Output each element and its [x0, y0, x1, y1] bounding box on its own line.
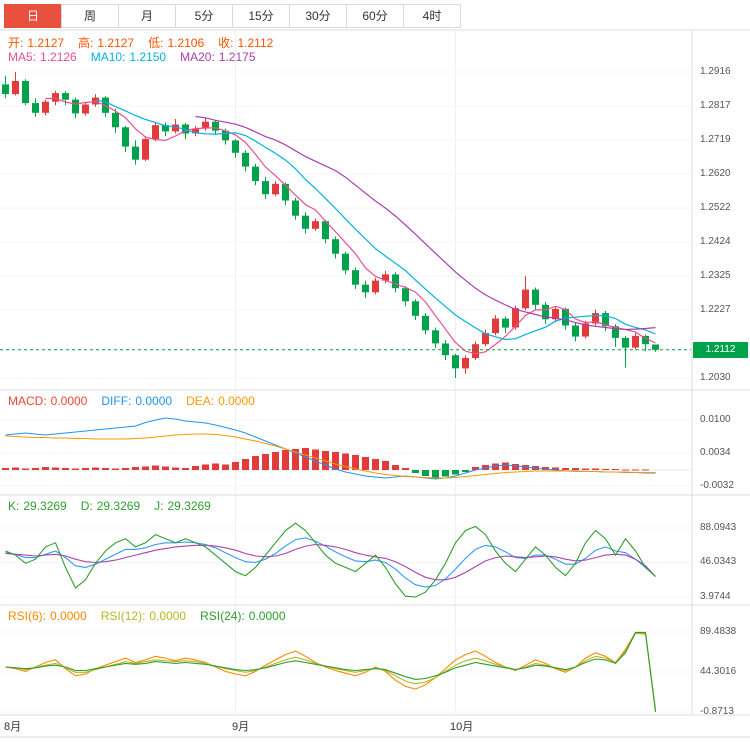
- x-axis-label-sep: 9月: [232, 721, 250, 733]
- macd-header: MACD: 0.0000 DIFF: 0.0000 DEA: 0.0000: [8, 394, 255, 408]
- tab-4hour[interactable]: 4时: [403, 4, 461, 28]
- macd-label: MACD:: [8, 394, 47, 408]
- tab-15min[interactable]: 15分: [232, 4, 290, 28]
- macd-axis-label: -0.0032: [700, 480, 734, 491]
- open-value: 1.2127: [27, 36, 65, 50]
- price-axis-label: 1.2030: [700, 372, 731, 383]
- diff-label: DIFF:: [101, 394, 132, 408]
- price-axis-label: 1.2325: [700, 270, 731, 281]
- x-axis-label-oct: 10月: [450, 721, 474, 733]
- dea-pair: DEA: 0.0000: [186, 394, 255, 408]
- rsi-axis-label: 44.3016: [700, 666, 737, 677]
- tab-30min[interactable]: 30分: [289, 4, 347, 28]
- rsi12-label: RSI(12):: [100, 609, 146, 623]
- tab-month[interactable]: 月: [118, 4, 176, 28]
- macd-axis-label: 0.0100: [700, 414, 731, 425]
- ohlc-header: 开: 1.2127 高: 1.2127 低: 1.2106 收: 1.2112: [8, 34, 273, 51]
- dea-label: DEA:: [186, 394, 215, 408]
- macd-pair: MACD: 0.0000: [8, 394, 87, 408]
- tab-week[interactable]: 周: [61, 4, 119, 28]
- rsi6-label: RSI(6):: [8, 609, 47, 623]
- price-axis-label: 1.2817: [700, 100, 731, 111]
- ma10-label: MA10:: [90, 50, 126, 64]
- high-label: 高:: [78, 36, 94, 50]
- rsi6-pair: RSI(6): 0.0000: [8, 609, 87, 623]
- diff-pair: DIFF: 0.0000: [101, 394, 172, 408]
- price-axis-label: 1.2424: [700, 236, 731, 247]
- low-value: 1.2106: [167, 36, 205, 50]
- open-label: 开:: [8, 36, 24, 50]
- d-pair: D: 29.3269: [81, 499, 140, 513]
- ma5-value: 1.2126: [40, 50, 77, 64]
- price-axis-label: 1.2719: [700, 134, 731, 145]
- tab-day[interactable]: 日: [4, 4, 62, 28]
- price-axis-label: 1.2227: [700, 304, 731, 315]
- rsi6-value: 0.0000: [50, 609, 87, 623]
- diff-value: 0.0000: [135, 394, 173, 408]
- macd-value: 0.0000: [50, 394, 88, 408]
- rsi-axis-label: 89.4838: [700, 626, 737, 637]
- period-tabbar: 日 周 月 5分 15分 30分 60分 4时: [4, 4, 461, 28]
- close-label: 收:: [218, 36, 234, 50]
- rsi-axis-label: -0.8713: [700, 706, 734, 717]
- price-axis-label: 1.2916: [700, 66, 731, 77]
- tab-60min[interactable]: 60分: [346, 4, 404, 28]
- j-value: 29.3269: [167, 499, 211, 513]
- high-pair: 高: 1.2127: [78, 34, 134, 51]
- price-axis-label: 1.2522: [700, 202, 731, 213]
- ma10-value: 1.2150: [129, 50, 167, 64]
- kdj-header: K: 29.3269 D: 29.3269 J: 29.3269: [8, 499, 211, 513]
- rsi-header: RSI(6): 0.0000 RSI(12): 0.0000 RSI(24): 0.0…: [8, 609, 286, 623]
- ma20-label: MA20:: [180, 50, 215, 64]
- ma20-value: 1.2175: [218, 50, 256, 64]
- ma5-label: MA5:: [8, 50, 37, 64]
- open-pair: 开: 1.2127: [8, 34, 64, 51]
- d-value: 29.3269: [96, 499, 141, 513]
- ma5-pair: MA5: 1.2126: [8, 50, 77, 64]
- rsi12-value: 0.0000: [149, 609, 187, 623]
- close-pair: 收: 1.2112: [218, 34, 273, 51]
- d-label: D:: [80, 499, 93, 513]
- k-label: K:: [8, 499, 20, 513]
- low-pair: 低: 1.2106: [148, 34, 204, 51]
- j-pair: J: 29.3269: [154, 499, 211, 513]
- rsi12-pair: RSI(12): 0.0000: [101, 609, 186, 623]
- ma10-pair: MA10: 1.2150: [91, 50, 166, 64]
- kdj-axis-label: 3.9744: [700, 591, 731, 602]
- high-value: 1.2127: [97, 36, 135, 50]
- last-price-tag: 1.2112: [693, 342, 748, 358]
- j-label: J:: [154, 499, 164, 513]
- tab-5min[interactable]: 5分: [175, 4, 233, 28]
- dea-value: 0.0000: [218, 394, 255, 408]
- kdj-axis-label: 46.0343: [700, 556, 737, 567]
- ma-header: MA5: 1.2126 MA10: 1.2150 MA20: 1.2175: [8, 50, 256, 64]
- price-axis-label: 1.2620: [700, 168, 731, 179]
- rsi24-value: 0.0000: [248, 609, 286, 623]
- kdj-axis-label: 88.0943: [700, 522, 737, 533]
- low-label: 低:: [148, 36, 164, 50]
- rsi24-label: RSI(24):: [200, 609, 245, 623]
- k-pair: K: 29.3269: [8, 499, 67, 513]
- rsi24-pair: RSI(24): 0.0000: [200, 609, 285, 623]
- ma20-pair: MA20: 1.2175: [180, 50, 255, 64]
- close-value: 1.2112: [237, 36, 274, 50]
- macd-axis-label: 0.0034: [700, 447, 731, 458]
- k-value: 29.3269: [23, 499, 67, 513]
- x-axis-label-aug: 8月: [4, 721, 22, 733]
